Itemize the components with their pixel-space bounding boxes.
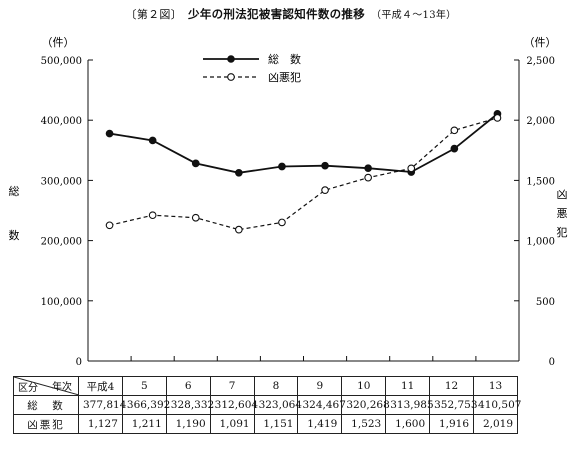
- left-tick-label: 300,000: [41, 176, 82, 187]
- figure-number: 〔第２図〕: [125, 8, 183, 21]
- chart-main-title: 少年の刑法犯被害認知件数の推移: [188, 7, 366, 21]
- row-label-violent: 凶悪犯: [13, 414, 79, 434]
- data-point-total: [148, 136, 157, 145]
- legend-label-violent: 凶悪犯: [268, 71, 301, 84]
- series-line-violent: [109, 117, 498, 231]
- corner-diagonal: [14, 377, 79, 395]
- data-point-violent: [364, 173, 373, 182]
- table-cell: 1,127: [78, 414, 123, 434]
- data-point-violent: [450, 126, 459, 135]
- data-point-total: [450, 144, 459, 153]
- ticks: 500,000 2,500 400,000 2,000 300,000 1,500 200,…: [41, 56, 555, 368]
- year-cell: 平成4: [78, 376, 123, 396]
- year-cell: 10: [341, 376, 387, 396]
- axis-label-char: 総: [9, 184, 20, 198]
- table-cell: 323,064: [253, 395, 302, 415]
- year-cell: 12: [429, 376, 475, 396]
- left-tick-label: 100,000: [41, 297, 82, 308]
- chart-title: 〔第２図〕 少年の刑法犯被害認知件数の推移 （平成４～13年）: [0, 6, 582, 22]
- axis-label-char: 悪: [557, 207, 568, 220]
- table-cell: 1,523: [341, 414, 387, 434]
- table-row-violent: 凶悪犯 1,127 1,211 1,190 1,091 1,151 1,419 …: [13, 414, 518, 434]
- left-tick-label: 400,000: [41, 116, 82, 127]
- left-tick-label: 200,000: [41, 237, 82, 248]
- data-point-violent: [493, 114, 502, 122]
- left-tick-label: 500,000: [41, 56, 82, 67]
- legend-marker-violent: [227, 73, 235, 81]
- year-cell: 9: [297, 376, 343, 396]
- chart-period: （平成４～13年）: [371, 10, 457, 21]
- right-axis-label: 凶悪犯: [557, 188, 568, 239]
- table-cell: 1,600: [385, 414, 431, 434]
- table-cell: 410,507: [473, 395, 521, 415]
- data-point-violent: [407, 164, 416, 173]
- legend-marker-total: [227, 55, 235, 63]
- table-cell: 312,604: [209, 395, 258, 415]
- data-point-total: [235, 168, 243, 177]
- right-axis-unit: （件）: [524, 36, 557, 49]
- series-line-total: [109, 113, 499, 174]
- table-cell: 1,091: [209, 414, 255, 434]
- table-cell: 1,211: [121, 414, 167, 434]
- right-tick-label: 1,500: [526, 176, 555, 187]
- header-year-label: 年次: [52, 382, 72, 393]
- table-cell: 2,019: [473, 414, 518, 434]
- axis-label-char: 数: [9, 229, 20, 242]
- data-point-violent: [278, 218, 286, 227]
- year-cell: 7: [209, 376, 255, 396]
- right-tick-label: 500: [536, 297, 555, 308]
- table-cell: 366,392: [121, 395, 170, 415]
- data-point-violent: [191, 213, 200, 222]
- table-cell: 1,190: [165, 414, 211, 434]
- data-point-violent: [105, 221, 114, 230]
- data-point-total: [278, 162, 286, 171]
- right-tick-label: 2,500: [526, 56, 555, 67]
- legend-label-total: 総 数: [268, 52, 301, 66]
- table-header-row: 年次 区分 平成4 5 6 7 8 9 10 11 12 13: [13, 376, 518, 396]
- series: [105, 110, 502, 234]
- data-point-total: [321, 161, 329, 170]
- data-point-total: [105, 129, 114, 138]
- table-cell: 377,814: [78, 395, 126, 415]
- table-cell: 1,916: [429, 414, 475, 434]
- year-cell: 11: [385, 376, 431, 396]
- right-tick-label: 1,000: [526, 237, 555, 248]
- data-point-violent: [235, 225, 243, 234]
- table-cell: 328,332: [165, 395, 214, 415]
- year-cell: 5: [121, 376, 167, 396]
- right-tick-label: 2,000: [526, 116, 555, 127]
- year-cell: 8: [253, 376, 299, 396]
- left-axis-label: 総数: [9, 184, 20, 242]
- axis-label-char: 凶: [557, 188, 568, 201]
- year-cell: 13: [473, 376, 518, 396]
- table-cell: 324,467: [297, 395, 346, 415]
- axes: [87, 60, 520, 362]
- table-corner-cell: 年次 区分: [13, 376, 79, 396]
- right-tick-label: 0: [549, 357, 555, 368]
- table-cell: 1,419: [297, 414, 343, 434]
- header-class-label: 区分: [18, 383, 38, 394]
- table-cell: 320,268: [341, 395, 390, 415]
- data-point-total: [191, 159, 200, 168]
- left-tick-label: 0: [76, 357, 82, 368]
- year-cell: 6: [165, 376, 211, 396]
- table-cell: 1,151: [253, 414, 299, 434]
- axis-label-char: 犯: [557, 226, 568, 239]
- table-row-total: 総 数 377,814 366,392 328,332 312,604 323,…: [13, 395, 521, 415]
- row-label-total: 総 数: [13, 395, 79, 415]
- data-point-violent: [321, 186, 329, 195]
- table-cell: 352,753: [429, 395, 478, 415]
- data-point-violent: [148, 211, 157, 220]
- table-cell: 313,985: [385, 395, 434, 415]
- left-axis-unit: （件）: [42, 36, 75, 49]
- data-table: 年次 区分 平成4 5 6 7 8 9 10 11 12 13 総 数 377,…: [13, 376, 521, 434]
- data-point-total: [364, 164, 373, 173]
